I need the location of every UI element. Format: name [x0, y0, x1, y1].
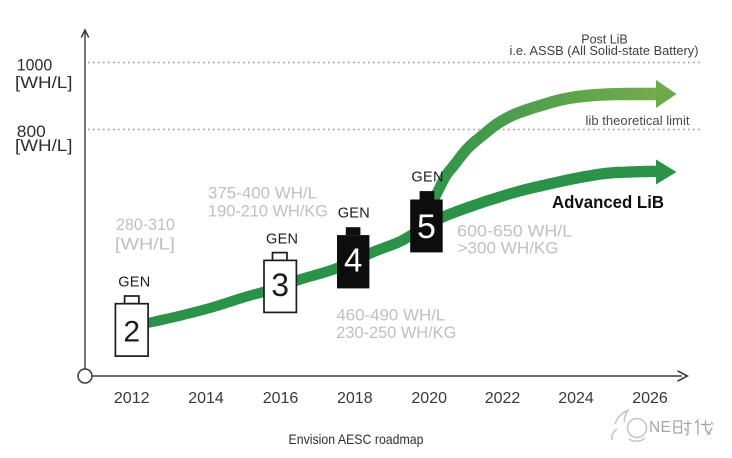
- svg-text:Advanced LiB: Advanced LiB: [552, 192, 664, 212]
- svg-text:2026: 2026: [632, 390, 668, 407]
- svg-text:230-250 WH/KG: 230-250 WH/KG: [336, 324, 456, 342]
- svg-text:[WH/L]: [WH/L]: [115, 235, 175, 253]
- svg-text:GEN: GEN: [118, 274, 150, 290]
- svg-text:2: 2: [123, 316, 140, 349]
- svg-text:2018: 2018: [337, 390, 373, 407]
- svg-text:NE: NE: [649, 419, 671, 436]
- svg-text:2014: 2014: [188, 390, 224, 407]
- svg-text:i.e. ASSB (All Solid-state Bat: i.e. ASSB (All Solid-state Battery): [510, 44, 699, 58]
- svg-text:800: 800: [17, 122, 46, 141]
- svg-text:GEN: GEN: [411, 170, 443, 186]
- svg-text:2016: 2016: [263, 390, 299, 407]
- svg-text:375-400 WH/L: 375-400 WH/L: [208, 184, 317, 202]
- svg-text:3: 3: [271, 267, 289, 303]
- svg-text:1000: 1000: [17, 56, 53, 75]
- svg-text:lib theoretical limit: lib theoretical limit: [586, 113, 690, 128]
- svg-text:2022: 2022: [485, 390, 521, 407]
- svg-text:280-310: 280-310: [116, 216, 175, 234]
- svg-text:2020: 2020: [411, 390, 447, 407]
- svg-text:>300 WH/KG: >300 WH/KG: [458, 239, 559, 257]
- svg-text:5: 5: [417, 208, 436, 246]
- svg-text:2024: 2024: [558, 390, 594, 407]
- svg-text:190-210 WH/KG: 190-210 WH/KG: [208, 202, 328, 220]
- svg-text:[WH/L]: [WH/L]: [15, 73, 73, 92]
- svg-text:4: 4: [344, 242, 362, 279]
- svg-text:Envision AESC roadmap: Envision AESC roadmap: [289, 431, 424, 447]
- svg-text:600-650 WH/L: 600-650 WH/L: [457, 223, 572, 241]
- svg-text:GEN: GEN: [266, 232, 298, 248]
- svg-text:460-490 WH/L: 460-490 WH/L: [336, 307, 445, 325]
- svg-text:Post LiB: Post LiB: [581, 33, 628, 47]
- svg-text:[WH/L]: [WH/L]: [15, 136, 73, 155]
- svg-text:2012: 2012: [114, 390, 150, 407]
- svg-text:GEN: GEN: [338, 205, 370, 221]
